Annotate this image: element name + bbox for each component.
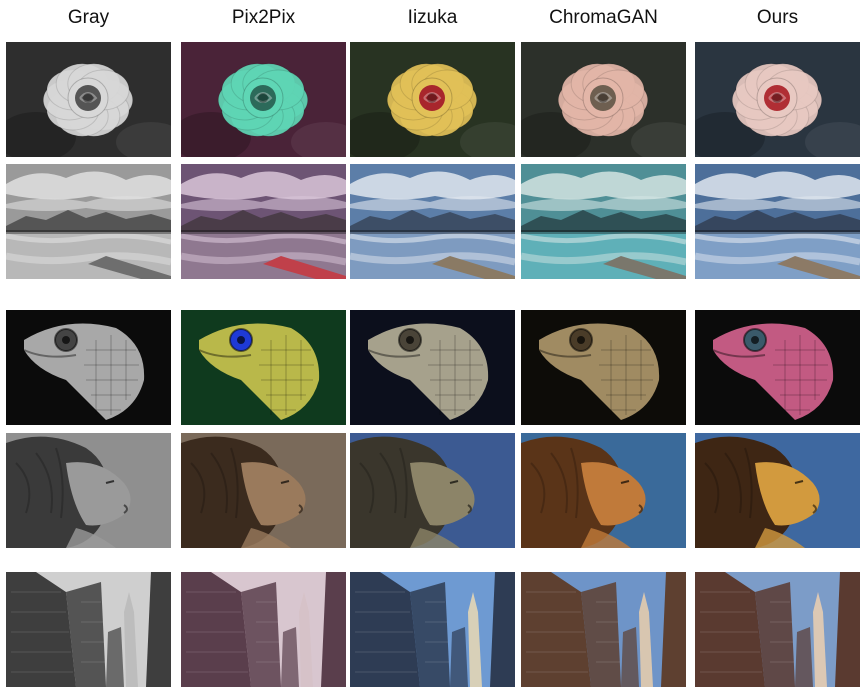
skyscrapers-photo bbox=[6, 572, 171, 687]
column-header-chromagan: ChromaGAN bbox=[549, 7, 658, 28]
mountain-lake-photo bbox=[6, 164, 171, 279]
lizard-photo bbox=[521, 310, 686, 425]
image-rose-iizuka bbox=[350, 42, 515, 157]
rose-photo bbox=[521, 42, 686, 157]
rose-photo bbox=[350, 42, 515, 157]
column-header-pix2pix: Pix2Pix bbox=[231, 7, 296, 28]
lion-photo bbox=[181, 433, 346, 548]
image-skyscrapers-chromagan bbox=[521, 572, 686, 687]
lion-photo bbox=[350, 433, 515, 548]
image-lion-pix2pix bbox=[181, 433, 346, 548]
image-lizard-chromagan bbox=[521, 310, 686, 425]
mountain-lake-photo bbox=[695, 164, 860, 279]
rose-photo bbox=[6, 42, 171, 157]
mountain-lake-photo bbox=[181, 164, 346, 279]
image-lizard-pix2pix bbox=[181, 310, 346, 425]
image-rose-pix2pix bbox=[181, 42, 346, 157]
image-mountain-lake-iizuka bbox=[350, 164, 515, 279]
skyscrapers-photo bbox=[350, 572, 515, 687]
image-rose-gray bbox=[6, 42, 171, 157]
image-lion-chromagan bbox=[521, 433, 686, 548]
image-mountain-lake-ours bbox=[695, 164, 860, 279]
lizard-photo bbox=[695, 310, 860, 425]
column-header-iizuka: Iizuka bbox=[407, 7, 458, 28]
lion-photo bbox=[6, 433, 171, 548]
skyscrapers-photo bbox=[695, 572, 860, 687]
image-mountain-lake-pix2pix bbox=[181, 164, 346, 279]
column-header-gray: Gray bbox=[67, 7, 110, 28]
image-mountain-lake-chromagan bbox=[521, 164, 686, 279]
image-mountain-lake-gray bbox=[6, 164, 171, 279]
rose-photo bbox=[181, 42, 346, 157]
lizard-photo bbox=[6, 310, 171, 425]
lion-photo bbox=[695, 433, 860, 548]
image-skyscrapers-gray bbox=[6, 572, 171, 687]
skyscrapers-photo bbox=[181, 572, 346, 687]
mountain-lake-photo bbox=[521, 164, 686, 279]
image-lizard-ours bbox=[695, 310, 860, 425]
image-skyscrapers-ours bbox=[695, 572, 860, 687]
rose-photo bbox=[695, 42, 860, 157]
mountain-lake-photo bbox=[350, 164, 515, 279]
image-lizard-gray bbox=[6, 310, 171, 425]
skyscrapers-photo bbox=[521, 572, 686, 687]
image-lizard-iizuka bbox=[350, 310, 515, 425]
lion-photo bbox=[521, 433, 686, 548]
image-lion-gray bbox=[6, 433, 171, 548]
image-lion-ours bbox=[695, 433, 860, 548]
image-lion-iizuka bbox=[350, 433, 515, 548]
image-skyscrapers-pix2pix bbox=[181, 572, 346, 687]
image-rose-chromagan bbox=[521, 42, 686, 157]
column-header-ours: Ours bbox=[756, 7, 799, 28]
image-rose-ours bbox=[695, 42, 860, 157]
lizard-photo bbox=[181, 310, 346, 425]
image-skyscrapers-iizuka bbox=[350, 572, 515, 687]
lizard-photo bbox=[350, 310, 515, 425]
